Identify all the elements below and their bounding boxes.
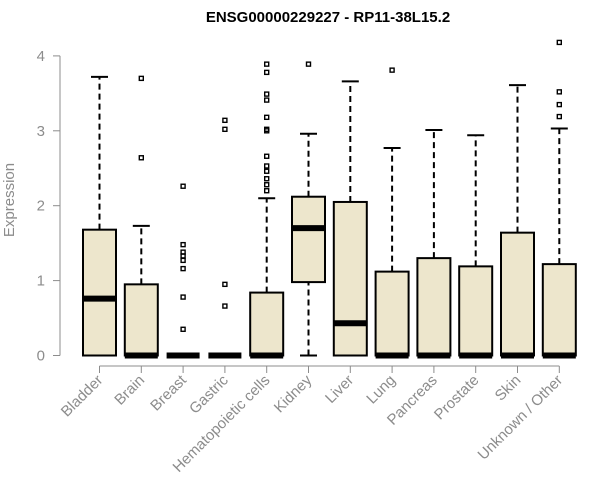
box-unknown-other (541, 39, 577, 359)
outlier-point (264, 168, 270, 174)
y-tick-label: 1 (37, 273, 45, 290)
y-tick-label: 3 (37, 123, 45, 140)
outlier-point (556, 39, 562, 46)
outlier-point (264, 176, 270, 182)
box-skin (500, 84, 535, 359)
y-tick-label: 0 (37, 348, 45, 365)
outlier-point (180, 249, 186, 255)
outlier-point (264, 163, 270, 169)
box-kidney (291, 61, 326, 357)
iqr-box (500, 231, 535, 357)
iqr-box (374, 270, 410, 357)
outlier-point (222, 126, 228, 133)
iqr-box (416, 257, 452, 357)
x-tick-label: Bladder (58, 372, 107, 421)
iqr-box (82, 228, 117, 357)
outlier-point (264, 126, 270, 133)
y-tick-label: 2 (37, 198, 45, 215)
iqr-box (123, 283, 159, 357)
box-liver (332, 80, 368, 357)
x-tick-label: Liver (322, 372, 357, 407)
outlier-point (556, 113, 562, 120)
outlier-point (180, 183, 186, 189)
outlier-point (180, 294, 186, 300)
iqr-box (458, 265, 494, 357)
box-hematopoietic-cells (249, 61, 285, 359)
box-pancreas (416, 129, 452, 359)
outlier-point (264, 188, 270, 194)
box-brain (123, 75, 159, 359)
outlier-point (180, 326, 186, 332)
plot-area (82, 39, 577, 359)
box-breast (166, 183, 200, 359)
y-tick-label: 4 (37, 48, 45, 65)
outlier-point (138, 155, 145, 161)
outlier-point (180, 257, 186, 264)
outlier-point (556, 89, 562, 95)
x-tick-label: Breast (147, 371, 190, 414)
outlier-point (305, 61, 312, 67)
outlier-point (222, 303, 228, 309)
x-tick-label: Lung (363, 372, 399, 408)
outlier-point (264, 153, 270, 159)
outlier-point (264, 61, 270, 67)
iqr-box (249, 291, 285, 357)
x-tick-label: Brain (111, 372, 148, 409)
box-lung (374, 67, 410, 359)
outlier-point (556, 101, 562, 108)
box-bladder (82, 75, 117, 357)
y-axis: 0 1 2 3 4 (37, 48, 61, 365)
outlier-point (180, 241, 186, 248)
outlier-point (138, 75, 145, 82)
x-tick-label: Skin (492, 372, 525, 405)
outlier-point (222, 117, 228, 124)
outlier-point (264, 114, 270, 121)
iqr-box (332, 200, 368, 357)
y-axis-label: Expression (1, 163, 18, 237)
iqr-box (291, 195, 326, 284)
chart-title: ENSG00000229227 - RP11-38L15.2 (206, 9, 450, 26)
outlier-point (264, 182, 270, 188)
x-tick-label: Kidney (271, 371, 316, 416)
outlier-point (389, 67, 395, 73)
outlier-point (264, 91, 270, 97)
box-prostate (458, 134, 494, 359)
outlier-point (222, 281, 228, 288)
outlier-point (180, 265, 186, 272)
outlier-point (264, 97, 270, 103)
outlier-point (264, 69, 270, 76)
box-gastric (208, 117, 242, 359)
iqr-box (541, 263, 577, 357)
x-tick-label: Prostate (431, 372, 483, 424)
